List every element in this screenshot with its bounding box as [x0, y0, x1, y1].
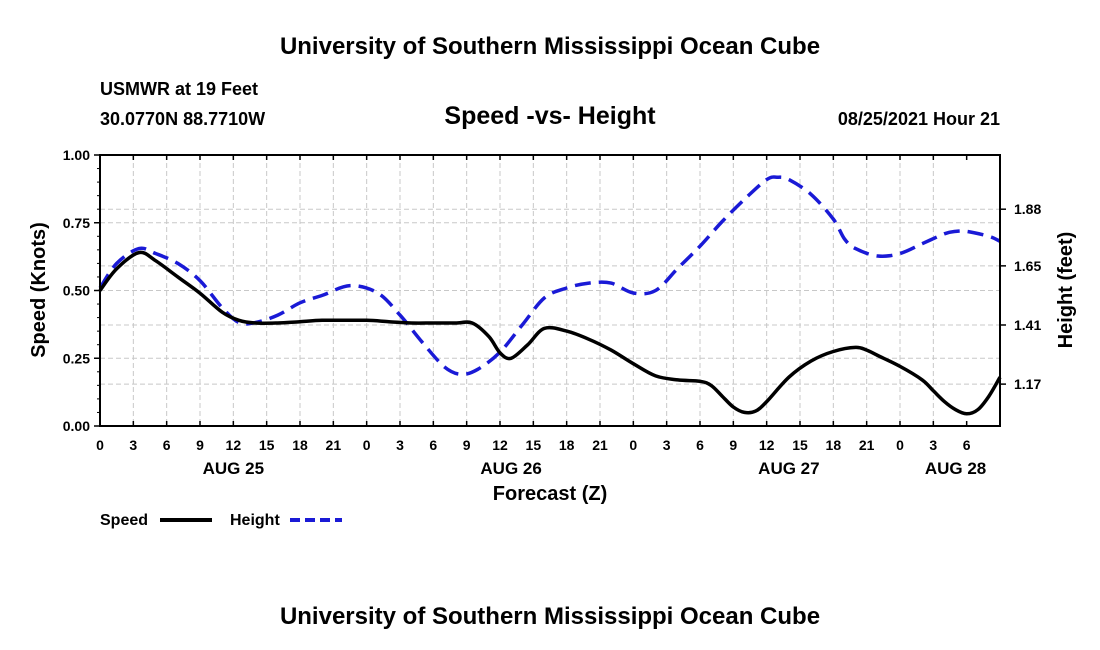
day-label: AUG 26 [480, 459, 541, 478]
x-tick-label: 12 [492, 437, 508, 453]
day-label: AUG 28 [925, 459, 986, 478]
x-tick-label: 3 [929, 437, 937, 453]
y-axis-left-label: Speed (Knots) [28, 222, 50, 358]
series-line-speed [98, 250, 1002, 416]
x-tick-label: 6 [163, 437, 171, 453]
x-tick-label: 18 [559, 437, 575, 453]
x-tick-label: 9 [463, 437, 471, 453]
day-label: AUG 27 [758, 459, 819, 478]
x-tick-label: 9 [196, 437, 204, 453]
y-right-tick-label: 1.17 [1014, 376, 1041, 392]
x-tick-label: 12 [759, 437, 775, 453]
x-tick-label: 0 [96, 437, 104, 453]
x-tick-label: 3 [129, 437, 137, 453]
x-tick-label: 0 [629, 437, 637, 453]
x-tick-label: 3 [396, 437, 404, 453]
x-tick-label: 15 [259, 437, 275, 453]
y-left-tick-label: 0.50 [63, 283, 90, 299]
bottom-title: University of Southern Mississippi Ocean… [280, 603, 820, 630]
y-left-tick-label: 0.00 [63, 418, 90, 434]
x-tick-label: 6 [963, 437, 971, 453]
x-tick-label: 15 [526, 437, 542, 453]
x-tick-label: 21 [592, 437, 608, 453]
x-tick-label: 0 [363, 437, 371, 453]
y-axis-right-label: Height (feet) [1055, 232, 1077, 349]
y-left-tick-label: 0.25 [63, 350, 90, 366]
x-tick-label: 18 [826, 437, 842, 453]
x-axis-label: Forecast (Z) [493, 483, 607, 505]
legend: Speed Height [100, 512, 342, 529]
x-tick-label: 3 [663, 437, 671, 453]
x-tick-label: 15 [792, 437, 808, 453]
tick-labels: 0 3 6 9 12 15 18 21 0 3 6 9 12 15 18 21 0 3 6 9 12 15 18 21 0 3 6 0… [63, 147, 1042, 478]
x-tick-label: 0 [896, 437, 904, 453]
y-right-tick-label: 1.88 [1014, 201, 1041, 217]
x-tick-label: 6 [696, 437, 704, 453]
series-line-height [98, 175, 1001, 377]
grid-lines [100, 155, 1000, 426]
x-tick-label: 6 [429, 437, 437, 453]
x-tick-label: 12 [226, 437, 242, 453]
legend-height-label: Height [230, 512, 280, 529]
y-left-tick-label: 0.75 [63, 215, 90, 231]
top-title: University of Southern Mississippi Ocean… [280, 33, 820, 60]
series-group [98, 175, 1002, 416]
coordinates-label: 30.0770N 88.7710W [100, 109, 265, 129]
chart-title: Speed -vs- Height [444, 102, 656, 130]
timestamp-label: 08/25/2021 Hour 21 [838, 109, 1000, 129]
station-label: USMWR at 19 Feet [100, 79, 258, 99]
y-left-tick-label: 1.00 [63, 147, 90, 163]
x-tick-label: 18 [292, 437, 308, 453]
x-tick-label: 21 [859, 437, 875, 453]
x-tick-label: 21 [326, 437, 342, 453]
x-tick-label: 9 [729, 437, 737, 453]
axes-ticks [94, 154, 1006, 427]
day-label: AUG 25 [203, 459, 264, 478]
y-right-tick-label: 1.41 [1014, 317, 1041, 333]
legend-speed-label: Speed [100, 512, 148, 529]
y-right-tick-label: 1.65 [1014, 258, 1041, 274]
